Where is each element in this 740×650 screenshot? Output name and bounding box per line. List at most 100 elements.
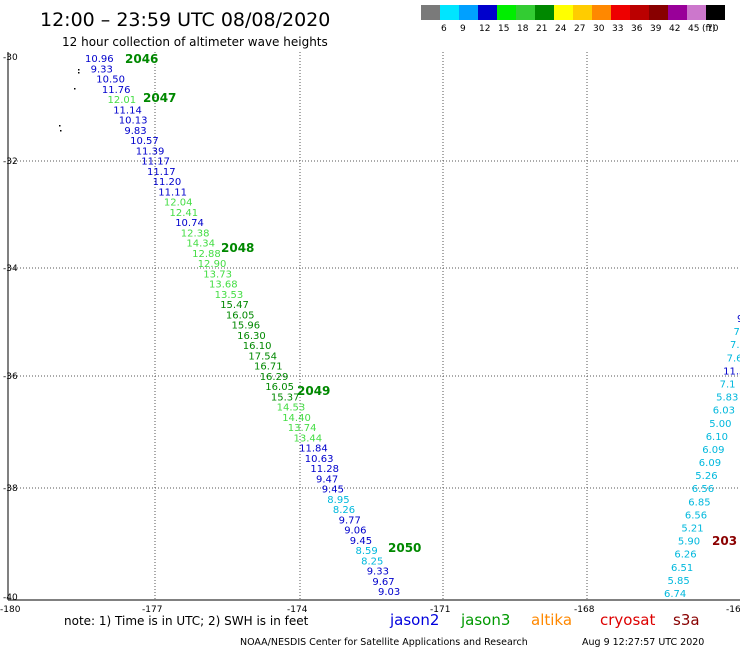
- legend-swatch: [459, 5, 478, 20]
- legend-swatch: [630, 5, 649, 20]
- wave-height-label: 5.00: [709, 419, 731, 430]
- legend-label: 9: [460, 24, 466, 34]
- wave-height-label: 6.09: [699, 458, 721, 469]
- wave-height-label: 12.38: [181, 228, 210, 239]
- wave-height-label: 6.03: [713, 406, 735, 417]
- lat-label: -32: [3, 157, 18, 167]
- lon-label: -174: [287, 605, 308, 615]
- wave-height-label: 9: [737, 314, 740, 325]
- wave-height-label: 6.56: [692, 484, 714, 495]
- color-legend: 6 9 12 15 18 21 24 27 30 33 36 39 42 45 70: [421, 5, 725, 34]
- wave-track: 10.969.3310.5011.7612.0111.1410.139.8310…: [85, 54, 400, 598]
- wave-height-label: 9.33: [367, 567, 389, 578]
- legend-swatch: [554, 5, 573, 20]
- legend-swatch: [516, 5, 535, 20]
- wave-height-label: 6.26: [674, 550, 696, 561]
- wave-height-label: 17.54: [248, 351, 277, 362]
- legend-swatch: [706, 5, 725, 20]
- legend-label: 15: [498, 24, 509, 34]
- lat-label: -36: [3, 372, 18, 382]
- legend-label: 39: [650, 24, 662, 34]
- legend-label: 45: [688, 24, 699, 34]
- time-labels: 2046 2047 2048 2049 2050: [125, 52, 421, 555]
- lon-label: -180: [0, 605, 21, 615]
- legend-swatch: [611, 5, 630, 20]
- wave-height-label: 8.25: [361, 556, 383, 567]
- wave-height-label: 16.29: [260, 372, 289, 383]
- wave-height-label: 16.71: [254, 362, 283, 373]
- right-time-label: 203: [712, 534, 737, 548]
- legend-label: 42: [669, 24, 680, 34]
- wave-height-label: 5.90: [678, 537, 700, 548]
- legend-swatch: [421, 5, 440, 20]
- wave-height-label: 12.01: [108, 95, 137, 106]
- wave-height-label: 16.05: [265, 382, 294, 393]
- wave-height-label: 11.76: [102, 85, 131, 96]
- wave-height-label: 5.26: [695, 471, 717, 482]
- legend-label: 24: [555, 24, 567, 34]
- wave-height-label: 9.47: [316, 474, 338, 485]
- wave-height-label: 11.20: [153, 177, 182, 188]
- lon-label: -171: [430, 605, 450, 615]
- wave-height-label: 12.90: [198, 259, 227, 270]
- lat-label: -38: [3, 484, 18, 494]
- legend-label: 18: [517, 24, 529, 34]
- legend-swatch: [573, 5, 592, 20]
- wave-height-label: 13.73: [203, 269, 232, 280]
- wave-height-label: 6.09: [702, 445, 724, 456]
- wave-height-label: 9.45: [322, 485, 344, 496]
- lat-lon-grid: [8, 52, 740, 600]
- wave-height-label: 6.74: [664, 589, 686, 600]
- lat-label: -34: [3, 264, 18, 274]
- legend-label: 27: [574, 24, 585, 34]
- wave-height-label: 15.47: [220, 300, 249, 311]
- legend-swatch: [649, 5, 668, 20]
- wave-height-label: 9.83: [124, 126, 146, 137]
- satellite-label: jason2: [389, 611, 439, 629]
- wave-height-label: 9.33: [91, 64, 113, 75]
- wave-height-label: 16.10: [243, 341, 272, 352]
- time-label: 2048: [221, 241, 254, 255]
- wave-height-label: 11.39: [136, 146, 165, 157]
- legend-swatch: [497, 5, 516, 20]
- wave-height-label: 13.53: [215, 290, 244, 301]
- time-label: 2049: [297, 384, 330, 398]
- legend-label: 70: [707, 24, 719, 34]
- wave-height-label: 12.41: [170, 208, 199, 219]
- wave-height-label: 8.95: [327, 495, 349, 506]
- plot-frame: [7, 52, 740, 601]
- legend-swatch: [440, 5, 459, 20]
- wave-height-label: 9.06: [344, 526, 366, 537]
- wave-height-label: 15.37: [271, 392, 300, 403]
- wave-height-label: 10.50: [96, 75, 125, 86]
- lon-label: -168: [574, 605, 595, 615]
- wave-height-label: 10.63: [305, 454, 334, 465]
- legend-label: 36: [631, 24, 643, 34]
- wave-height-label: 10.57: [130, 136, 159, 147]
- legend-swatch: [535, 5, 554, 20]
- wave-height-label: 14.34: [186, 239, 215, 250]
- legend-swatch: [668, 5, 687, 20]
- wave-height-label: 8.26: [333, 505, 355, 516]
- satellite-label: s3a: [673, 611, 700, 629]
- legend-label: 12: [479, 24, 490, 34]
- wave-height-label: 13.44: [294, 433, 323, 444]
- legend-swatch: [592, 5, 611, 20]
- legend-unit: (ft): [702, 24, 716, 34]
- track-dots: [59, 69, 80, 132]
- lat-label: -40: [3, 593, 18, 603]
- lon-label: -177: [142, 605, 162, 615]
- wave-height-label: 11.17: [147, 167, 176, 178]
- wave-height-label: 10.74: [175, 218, 204, 229]
- wave-height-label: 12.04: [164, 198, 193, 209]
- map-title: 12:00 – 23:59 UTC 08/08/2020: [40, 9, 330, 31]
- wave-height-label: 7: [734, 327, 740, 338]
- footer-note: note: 1) Time is in UTC; 2) SWH is in fe…: [64, 614, 309, 628]
- wave-height-label: 9.45: [350, 536, 372, 547]
- satellite-label: jason3: [460, 611, 510, 629]
- wave-height-label: 10.96: [85, 54, 114, 65]
- wave-height-label: 9.67: [372, 577, 394, 588]
- wave-height-label: 6.85: [688, 497, 710, 508]
- wave-height-label: 11.11: [158, 187, 187, 198]
